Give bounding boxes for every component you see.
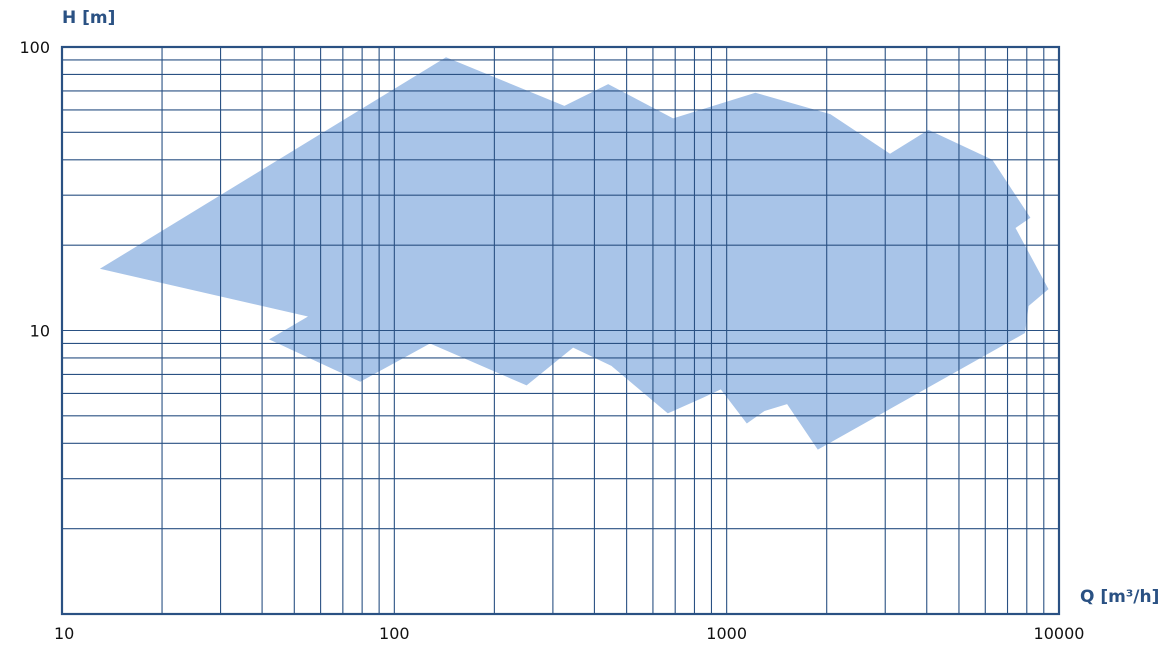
grid-layer (62, 47, 1059, 614)
tick-layer: 10 100 1000 10000 10 100 (19, 38, 1084, 643)
area-layer (99, 57, 1049, 450)
x-tick-label: 10 (54, 624, 74, 643)
x-tick-label: 10000 (1034, 624, 1085, 643)
plot-frame (60, 45, 1061, 616)
x-tick-label: 1000 (706, 624, 747, 643)
x-tick-label: 100 (379, 624, 410, 643)
operating-range-area-0 (99, 57, 1049, 450)
y-axis-label: H [m] (62, 8, 116, 28)
y-tick-label: 10 (30, 322, 50, 341)
x-axis-label: Q [m³/h] (1080, 587, 1160, 607)
y-tick-label: 100 (19, 38, 50, 57)
